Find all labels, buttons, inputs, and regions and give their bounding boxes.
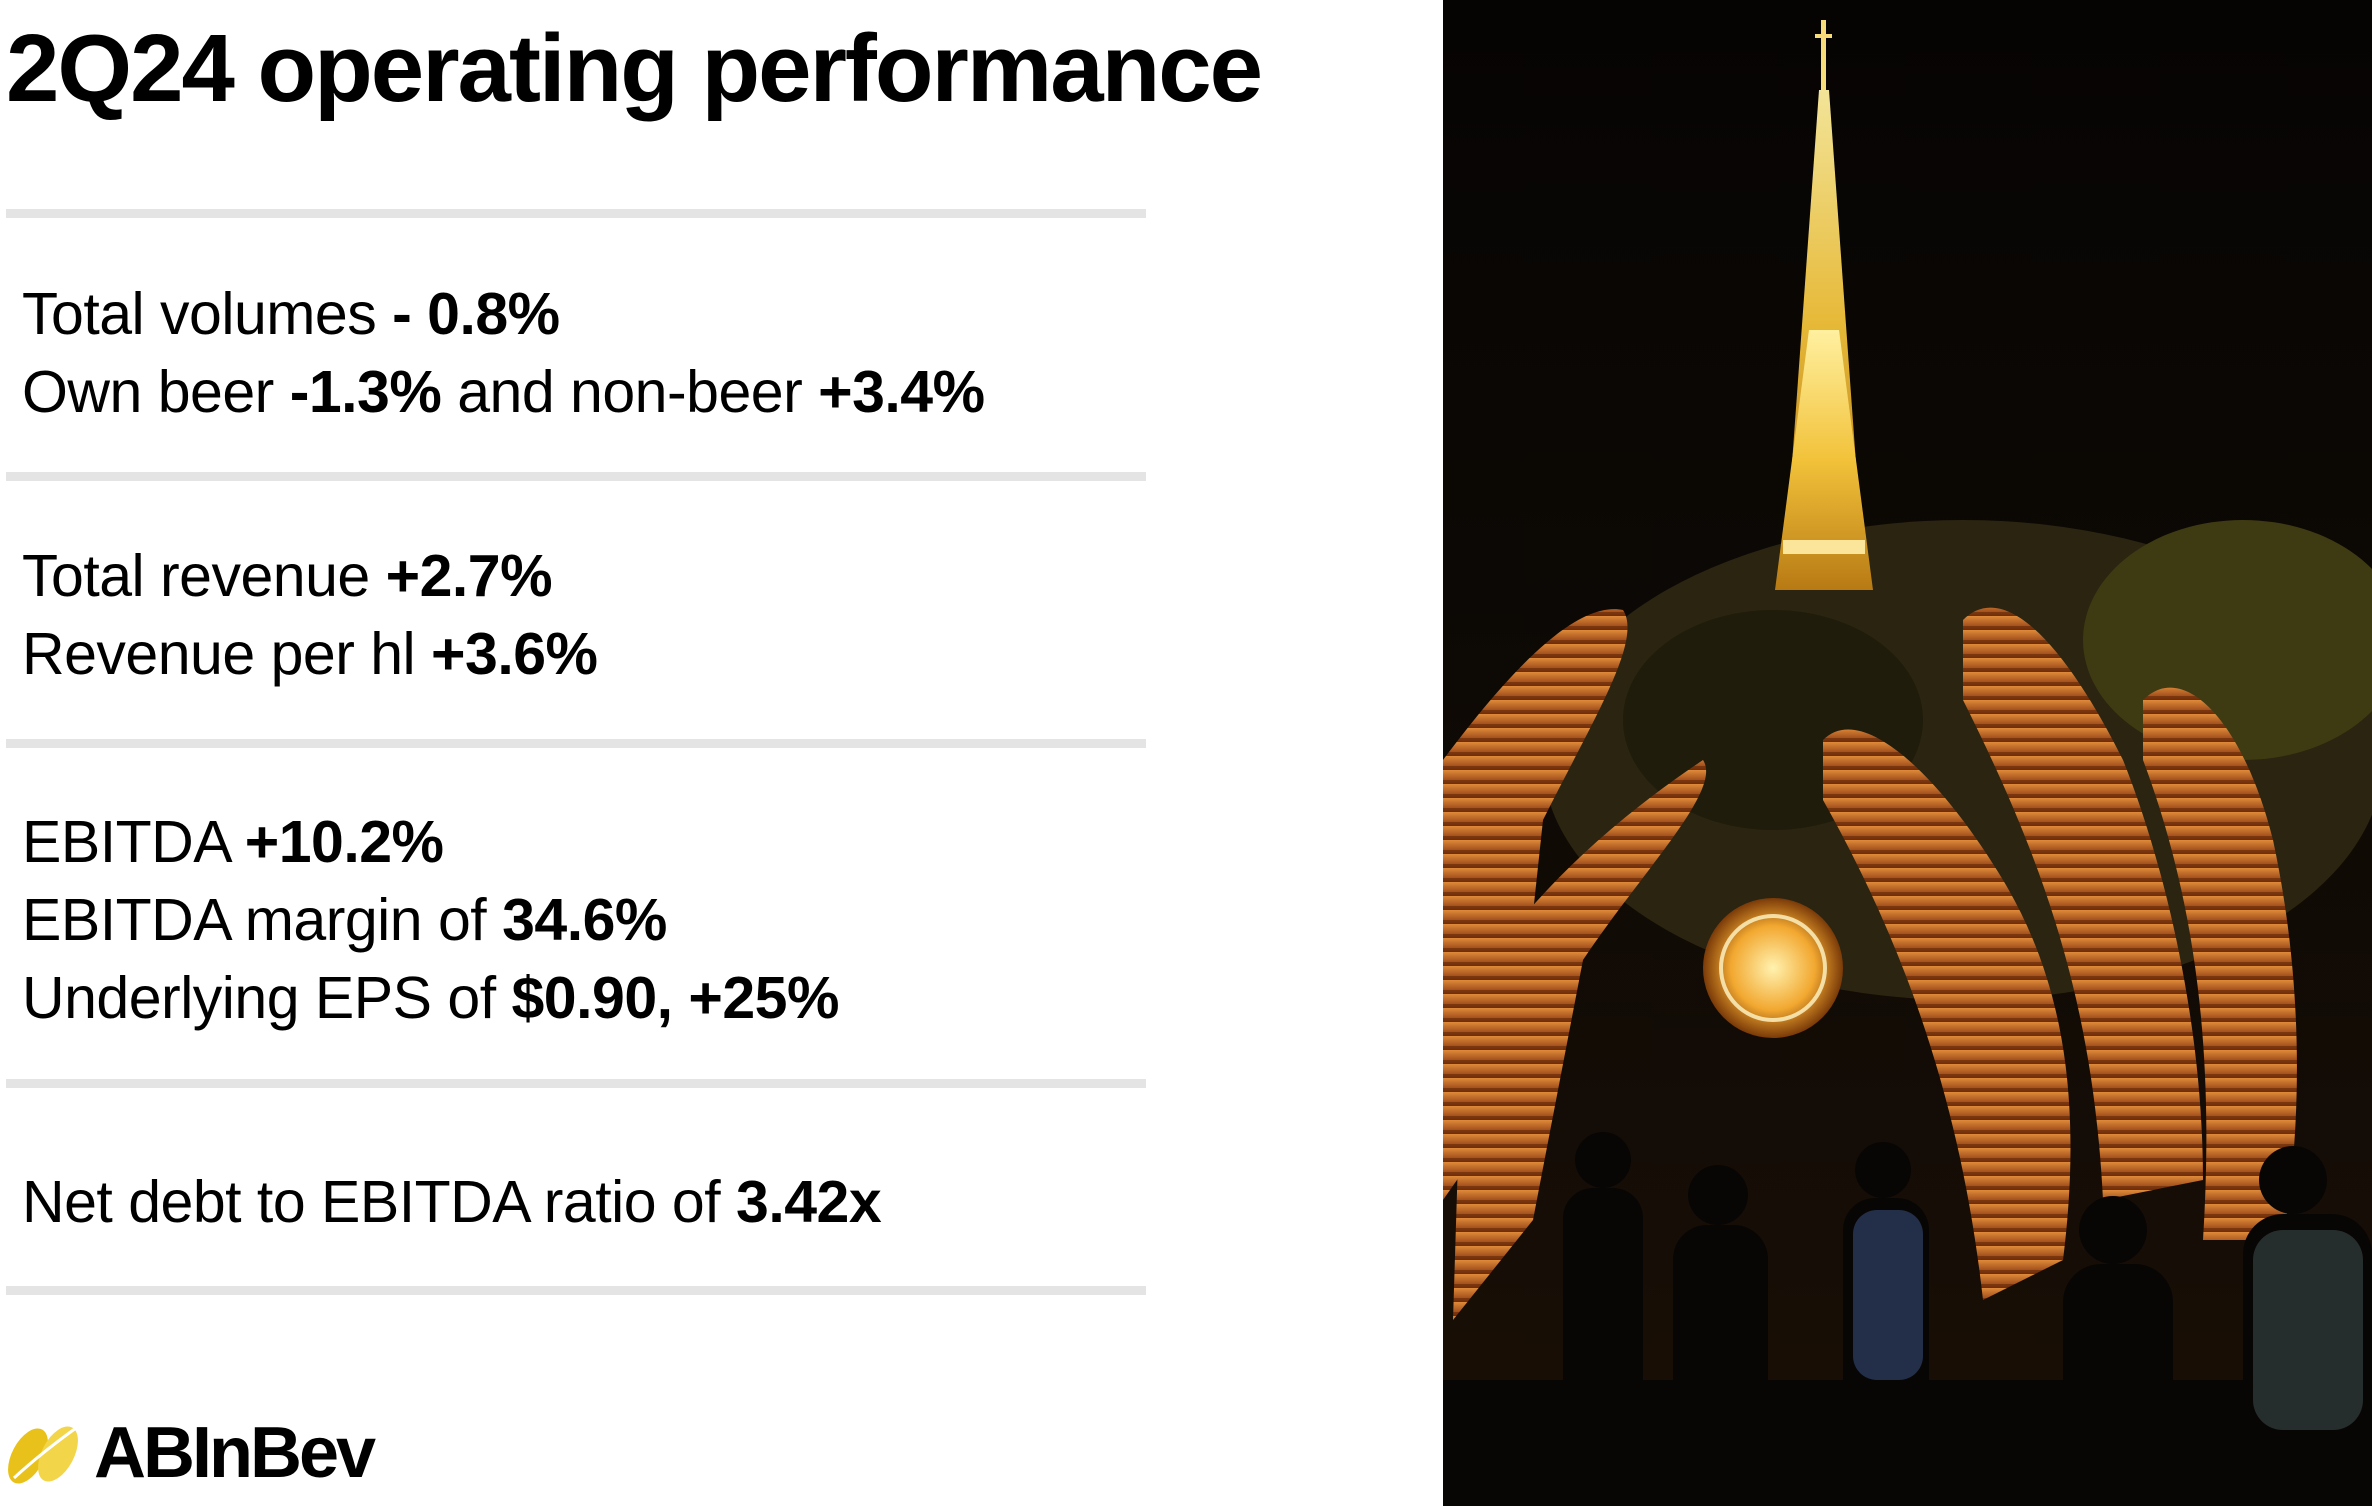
metric-value: +3.4% bbox=[818, 359, 985, 425]
page-title: 2Q24 operating performance bbox=[6, 15, 1263, 122]
metric-value: +10.2% bbox=[244, 809, 444, 875]
metric-value: $0.90, +25% bbox=[511, 965, 839, 1031]
divider bbox=[6, 472, 1146, 481]
metric-line: Own beer -1.3% and non-beer +3.4% bbox=[22, 353, 985, 431]
divider bbox=[6, 1286, 1146, 1295]
metric-value: -1.3% bbox=[289, 359, 442, 425]
metric-value: +2.7% bbox=[385, 543, 553, 609]
metric-label: Own beer bbox=[22, 359, 290, 425]
metric-label: and non-beer bbox=[441, 359, 819, 425]
metric-group-net-debt: Net debt to EBITDA ratio of 3.42x bbox=[22, 1163, 882, 1241]
metric-value: +3.6% bbox=[431, 621, 598, 687]
divider bbox=[6, 209, 1146, 218]
metric-label: Underlying EPS of bbox=[22, 965, 512, 1031]
metric-line: EBITDA +10.2% bbox=[22, 803, 839, 881]
divider bbox=[6, 739, 1146, 748]
metric-label: EBITDA margin of bbox=[22, 887, 503, 953]
metric-label: Total volumes bbox=[22, 281, 393, 347]
eiffel-tower-night-photo bbox=[1443, 0, 2372, 1506]
metric-group-ebitda: EBITDA +10.2% EBITDA margin of 34.6% Und… bbox=[22, 803, 839, 1037]
metric-group-volumes: Total volumes - 0.8% Own beer -1.3% and … bbox=[22, 275, 985, 431]
metric-label: Net debt to EBITDA ratio of bbox=[22, 1169, 737, 1235]
metric-line: Total volumes - 0.8% bbox=[22, 275, 985, 353]
metric-label: Total revenue bbox=[22, 543, 386, 609]
metric-label: Revenue per hl bbox=[22, 621, 432, 687]
metric-line: Revenue per hl +3.6% bbox=[22, 615, 598, 693]
abinbev-wordmark: ABInBev bbox=[94, 1413, 376, 1493]
metric-value: 3.42x bbox=[736, 1169, 882, 1235]
metric-line: Underlying EPS of $0.90, +25% bbox=[22, 959, 839, 1037]
metric-group-revenue: Total revenue +2.7% Revenue per hl +3.6% bbox=[22, 537, 598, 693]
abinbev-barley-logo-icon bbox=[8, 1426, 78, 1484]
photo-illustration bbox=[1443, 0, 2372, 1506]
metric-value: - 0.8% bbox=[392, 281, 560, 347]
metric-line: Total revenue +2.7% bbox=[22, 537, 597, 615]
metric-value: 34.6% bbox=[502, 887, 667, 953]
abinbev-logo: ABInBev bbox=[6, 1413, 376, 1493]
metric-line: Net debt to EBITDA ratio of 3.42x bbox=[22, 1163, 882, 1241]
metric-line: EBITDA margin of 34.6% bbox=[22, 881, 839, 959]
metric-label: EBITDA bbox=[22, 809, 245, 875]
divider bbox=[6, 1079, 1146, 1088]
